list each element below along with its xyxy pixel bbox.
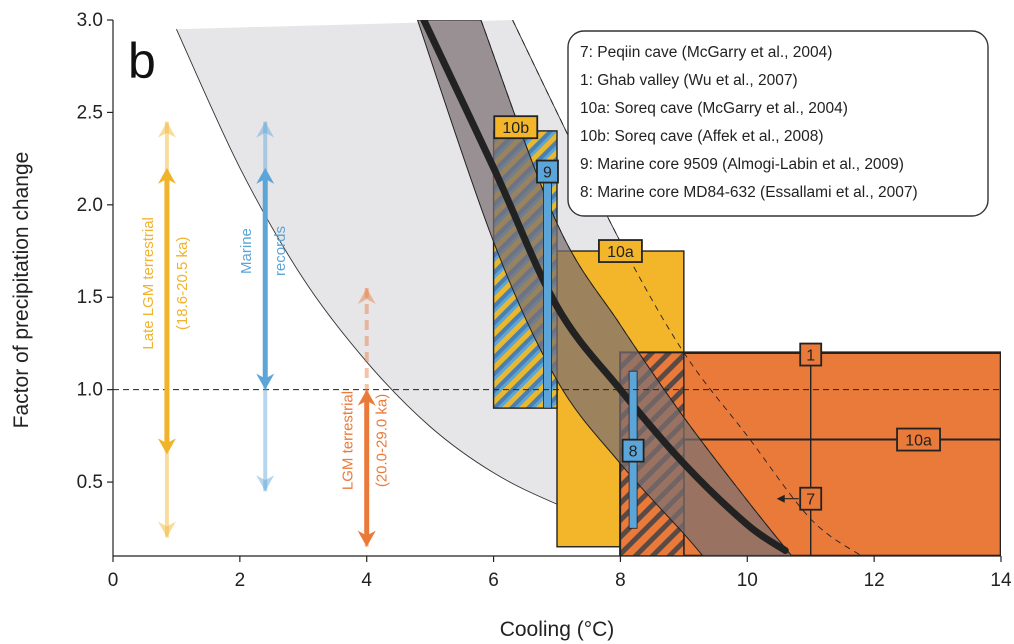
x-tick-label: 4: [361, 570, 372, 591]
record-label-10a: 10a: [607, 244, 634, 261]
y-tick-label: 1.5: [77, 287, 103, 308]
legend-entry: 9: Marine core 9509 (Almogi-Labin et al.…: [580, 156, 904, 173]
arrow-faded-head-top: [256, 121, 275, 138]
legend-entry: 1: Ghab valley (Wu et al., 2007): [580, 72, 798, 89]
dark-envelope: [416, 20, 793, 556]
arrow-solid-head-top: [256, 167, 275, 184]
dark-envelope-upper-dashed: [480, 20, 793, 556]
arrow-label: Marine: [238, 228, 255, 274]
legend-entry: 10b: Soreq cave (Affek et al., 2008): [580, 128, 824, 145]
y-tick-group: 0.5 1.0 1.5 2.0 2.5 3.0: [77, 10, 113, 493]
legend-entry: 8: Marine core MD84-632 (Essallami et al…: [580, 184, 918, 201]
record-label-1: 1: [806, 348, 815, 365]
record-label-9: 9: [543, 165, 552, 182]
arrow-solid-head-bottom: [256, 373, 275, 390]
panel-label: b: [128, 33, 156, 89]
record-7-pointer-head: [776, 494, 785, 503]
legend-box: [567, 30, 989, 217]
record-label-10b: 10b: [502, 120, 529, 137]
arrow-layer: Late LGM terrestrial (18.6-20.5 ka) Marine…: [140, 121, 391, 547]
record-label-8: 8: [629, 444, 638, 461]
record-label-10a-terrestrial-box: [896, 427, 941, 452]
x-tick-group: 0 2 4 6 8 10 12 14: [108, 556, 1012, 591]
arrow-sublabel: records: [272, 226, 289, 276]
x-tick-label: 12: [864, 570, 885, 591]
arrow-sublabel: (20.0-29.0 ka): [374, 394, 391, 487]
arrow-faded-head-bottom: [256, 475, 275, 492]
y-tick-label: 3.0: [77, 10, 103, 31]
y-tick-label: 0.5: [77, 472, 103, 493]
record-labels: 10b 9 10a 1 10a 8 7: [493, 115, 941, 511]
arrow-solid-head-bottom: [357, 530, 376, 547]
x-axis-label: Cooling (°C): [500, 618, 615, 641]
arrow-solid-head-top: [357, 389, 376, 406]
record-label-10a-box: [598, 239, 643, 263]
arrow-solid-head-top: [157, 167, 176, 184]
x-tick-label: 8: [615, 570, 626, 591]
record-label-10a-terrestrial: 10a: [905, 433, 932, 450]
arrow-solid-head-bottom: [157, 438, 176, 455]
central-curve: [420, 20, 789, 554]
arrow-faded-head-bottom: [157, 521, 176, 538]
record-bar-9: [543, 167, 552, 409]
y-tick-label: 2.0: [77, 195, 103, 216]
record-label-10b-box: [493, 115, 539, 140]
light-envelope-upper-dashed: [512, 20, 862, 556]
arrow-faded-head-top: [157, 121, 176, 138]
record-label-8-box: [621, 438, 645, 463]
x-tick-label: 6: [488, 570, 499, 591]
arrow-label: Late LGM terrestrial: [140, 217, 157, 350]
legend: 7: Peqiin cave (McGarry et al., 2004) 1:…: [567, 30, 989, 217]
record-label-1-box: [799, 342, 823, 367]
y-axis-label: Factor of precipitation change: [10, 152, 33, 429]
legend-entry: 7: Peqiin cave (McGarry et al., 2004): [580, 44, 832, 61]
record-label-7: 7: [806, 492, 815, 509]
x-tick-label: 10: [737, 570, 758, 591]
record-label-7-box: [799, 486, 823, 511]
arrow-faded-head-top: [357, 288, 376, 304]
x-tick-label: 0: [108, 570, 119, 591]
legend-entry: 10a: Soreq cave (McGarry et al., 2004): [580, 100, 848, 117]
axes: 0 2 4 6 8 10 12 14 0.5 1.0 1.5 2.0 2.5 3.0 Cooling (…: [10, 10, 1012, 641]
x-tick-label: 2: [235, 570, 246, 591]
y-tick-label: 1.0: [77, 380, 103, 401]
x-tick-label: 14: [990, 570, 1012, 591]
record-label-9-box: [536, 159, 559, 184]
arrow-sublabel: (18.6-20.5 ka): [174, 237, 191, 330]
y-tick-label: 2.5: [77, 102, 103, 123]
arrow-label: LGM terrestrial: [340, 391, 357, 490]
